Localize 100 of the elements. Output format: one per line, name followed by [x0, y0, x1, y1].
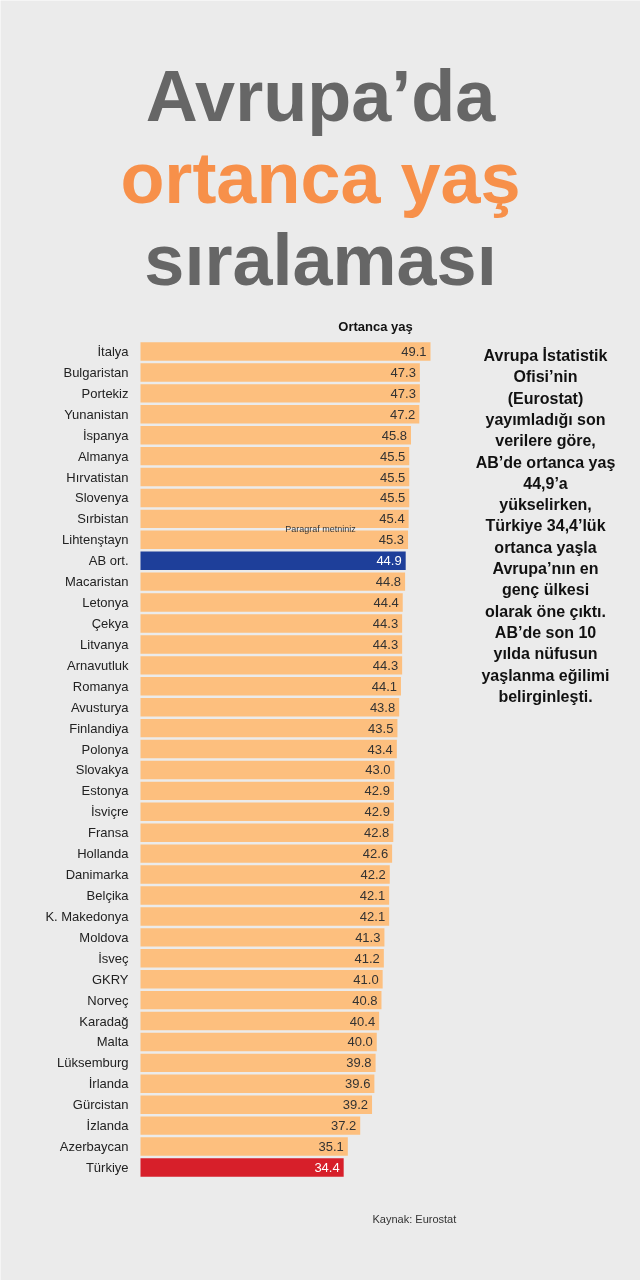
data-label: 42.9 [364, 783, 390, 799]
data-label: 42.1 [359, 888, 386, 903]
y-tick-label: Slovenya [75, 490, 130, 506]
y-tick-label: Letonya [82, 595, 130, 611]
y-tick-label: Hırvatistan [66, 469, 129, 485]
text: Avrupa İstatistik Ofisi’nin (Eurostat) yayımladığı son verilere göre, AB’de ortanca yaş 44,9’a yükselirken, Türkiye 34,4’lük ortanca yaşla Avrupa’nın en genç ülkesi olarak öne çıktı. AB’de son 10 yılda nüfusun yaşlanma eğilimi belirginleşti. [475, 347, 616, 705]
data-label: 45.8 [381, 427, 408, 443]
data-label: 41.0 [353, 971, 379, 987]
bar [140, 969, 383, 989]
bar [140, 1137, 348, 1156]
bar [140, 656, 403, 675]
y-tick-label: Karadağ [79, 1013, 129, 1029]
bar [140, 551, 406, 570]
y-tick-label: Litvanya [80, 636, 130, 652]
data-label: 41.3 [355, 929, 381, 945]
data-label: 45.5 [379, 469, 406, 485]
data-label: 44.1 [371, 678, 397, 694]
data-label: 42.9 [364, 804, 390, 820]
bar [140, 907, 390, 926]
y-tick-label: Romanya [72, 678, 130, 694]
data-label: 43.8 [369, 699, 396, 715]
bar [140, 865, 390, 884]
y-tick-label: GKRY [91, 971, 129, 987]
y-tick-label: Malta [96, 1034, 130, 1050]
data-label: 42.6 [362, 846, 389, 862]
y-tick-label: İspanya [82, 427, 130, 443]
bar [140, 1011, 380, 1031]
y-tick-label: Yunanistan [64, 406, 129, 422]
y-tick-label: Azerbaycan [59, 1139, 129, 1155]
y-tick-label: Bulgaristan [63, 364, 129, 380]
y-tick-label: İtalya [97, 344, 130, 359]
bar [140, 446, 410, 466]
data-label: 37.2 [330, 1118, 357, 1134]
chart-title: Avrupa’da ortanca yaş sıralaması [120, 55, 521, 300]
y-tick-label: İsveç [98, 950, 129, 966]
y-tick-label: Finlandiya [69, 720, 130, 736]
data-label: 40.4 [349, 1013, 376, 1029]
bar [140, 467, 410, 487]
data-label: 39.6 [345, 1076, 371, 1092]
y-tick-label: Hollanda [77, 846, 130, 862]
y-tick-label: Portekiz [81, 385, 129, 401]
y-tick-label: Estonya [81, 783, 130, 799]
bar [140, 593, 403, 612]
data-label: 47.3 [390, 385, 416, 401]
data-label: 45.5 [379, 448, 406, 464]
bar [140, 1032, 377, 1052]
annotation: Paragraf metniniz [285, 523, 357, 534]
data-label: 44.4 [373, 595, 399, 611]
bar [140, 384, 420, 403]
data-label: 42.2 [360, 867, 386, 883]
x-axis-title: Ortanca yaş [338, 319, 413, 334]
y-tick-label: Çekya [91, 616, 130, 631]
bar [140, 823, 394, 842]
bar [140, 990, 382, 1010]
data-label: 45.3 [378, 532, 405, 548]
y-tick-label: AB ort. [88, 553, 129, 569]
data-label: 44.8 [375, 574, 402, 590]
data-label: 49.1 [401, 344, 427, 359]
y-tick-label: Moldova [79, 929, 130, 945]
bar [140, 1116, 361, 1135]
bar [140, 1053, 376, 1073]
bar [140, 718, 398, 738]
y-tick-label: Almanya [77, 448, 130, 464]
y-tick-label: İrlanda [88, 1076, 130, 1092]
bar [140, 488, 410, 508]
bar [140, 425, 412, 445]
y-tick-label: Polonya [81, 741, 130, 757]
data-label: 43.5 [368, 720, 394, 736]
data-label: 44.9 [376, 553, 402, 569]
bar [140, 1158, 344, 1177]
data-label: 45.4 [379, 511, 405, 527]
data-label: 44.3 [372, 616, 399, 631]
data-label: 42.1 [359, 908, 386, 924]
y-tick-label: Macaristan [64, 574, 129, 590]
bar [140, 635, 403, 654]
y-tick-label: Lihtenştayn [62, 532, 129, 548]
y-tick-label: Türkiye [85, 1160, 129, 1175]
bar [140, 760, 395, 780]
y-tick-label: Fransa [88, 825, 130, 841]
bar [140, 886, 390, 905]
bar [140, 572, 406, 591]
bar [140, 949, 384, 968]
y-tick-label: Slovakya [75, 762, 130, 778]
y-tick-label: Avusturya [70, 699, 130, 715]
y-tick-label: Lüksemburg [56, 1055, 129, 1071]
text: Kaynak: Eurostat [372, 1212, 457, 1225]
bar [140, 802, 394, 822]
data-label: 41.2 [354, 950, 380, 966]
data-label: 44.3 [372, 636, 399, 652]
data-label: 47.3 [390, 364, 416, 380]
data-label: 34.4 [314, 1160, 340, 1175]
y-tick-label: Norveç [87, 992, 129, 1008]
bar [140, 781, 394, 801]
y-tick-label: Danimarka [65, 867, 130, 883]
data-label: 35.1 [318, 1139, 344, 1155]
data-label: 43.4 [367, 741, 393, 757]
data-label: 44.3 [372, 657, 399, 673]
y-tick-label: İsviçre [90, 804, 129, 820]
y-tick-label: Belçika [86, 888, 130, 903]
data-label: 47.2 [389, 406, 416, 422]
